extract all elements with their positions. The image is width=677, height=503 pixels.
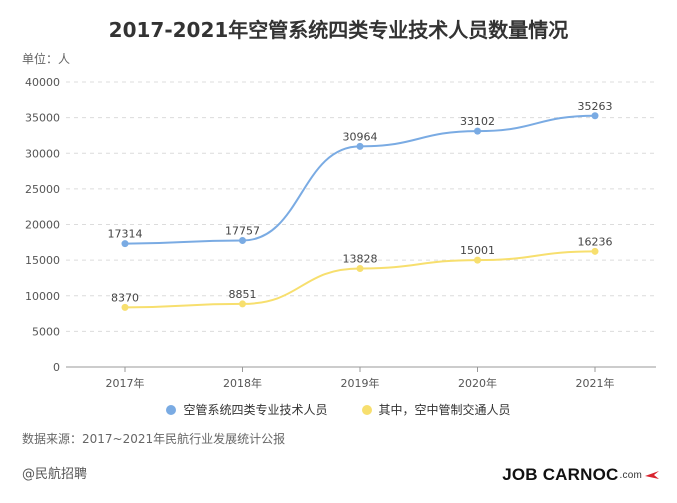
data-label: 35263 <box>578 100 613 113</box>
y-tick-label: 30000 <box>25 147 60 160</box>
y-tick-label: 20000 <box>25 219 60 232</box>
y-tick-label: 25000 <box>25 183 60 196</box>
y-tick-label: 40000 <box>25 76 60 89</box>
data-label: 16236 <box>578 235 613 248</box>
social-handle: @民航招聘 <box>22 467 88 482</box>
data-source-note: 数据来源：2017~2021年民航行业发展统计公报 <box>22 432 286 446</box>
x-tick-label: 2018年 <box>223 376 262 390</box>
y-tick-label: 10000 <box>25 290 60 303</box>
data-point <box>356 264 364 272</box>
logo-suffix: .com <box>619 469 642 481</box>
y-tick-label: 15000 <box>25 254 60 267</box>
x-tick-label: 2019年 <box>341 376 380 390</box>
data-point <box>239 300 246 308</box>
data-point <box>121 240 129 248</box>
legend-label-controllers: 其中，空中管制交通人员 <box>378 403 511 417</box>
data-label: 15001 <box>460 244 495 257</box>
data-point <box>591 112 599 120</box>
data-label: 17757 <box>225 224 260 237</box>
data-label: 8851 <box>229 288 257 301</box>
data-point <box>239 236 246 244</box>
x-tick-label: 2021年 <box>576 376 615 390</box>
data-point <box>474 256 481 264</box>
x-tick-label: 2017年 <box>106 376 145 390</box>
chart-title: 2017-2021年空管系统四类专业技术人员数量情况 <box>108 18 569 42</box>
legend-swatch-controllers <box>361 404 372 415</box>
legend: 空管系统四类专业技术人员 其中，空中管制交通人员 <box>0 401 677 418</box>
y-tick-label: 0 <box>53 361 60 374</box>
x-tick-label: 2020年 <box>458 376 497 390</box>
data-point <box>121 303 129 311</box>
data-label: 8370 <box>111 291 139 304</box>
data-point <box>356 142 364 150</box>
data-label: 30964 <box>343 130 378 143</box>
data-point <box>474 127 481 135</box>
y-tick-label: 5000 <box>32 325 60 338</box>
data-label: 17314 <box>108 228 143 241</box>
legend-item-total[interactable]: 空管系统四类专业技术人员 <box>166 401 328 418</box>
data-label: 13828 <box>343 252 378 265</box>
jobcarnoc-logo: JOB CARNOC .com <box>502 465 659 485</box>
logo-text: JOB CARNOC <box>502 465 619 484</box>
plane-icon <box>645 471 659 479</box>
legend-swatch-total <box>166 404 177 415</box>
data-label: 33102 <box>460 115 495 128</box>
y-tick-label: 35000 <box>25 112 60 125</box>
legend-item-controllers[interactable]: 其中，空中管制交通人员 <box>361 401 511 418</box>
data-point <box>591 247 599 255</box>
unit-label: 单位：人 <box>22 52 71 66</box>
legend-label-total: 空管系统四类专业技术人员 <box>183 403 328 417</box>
